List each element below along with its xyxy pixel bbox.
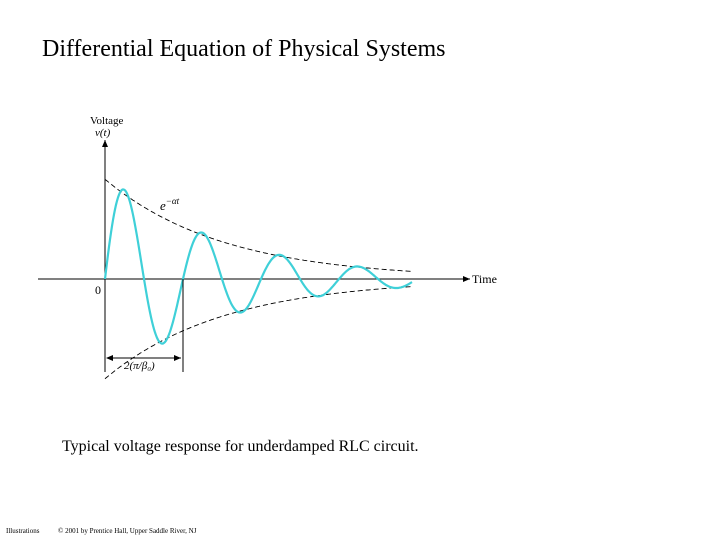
- footer-left: Illustrations: [6, 527, 40, 535]
- y-axis-label: Voltage: [90, 115, 124, 127]
- voltage-waveform: [103, 188, 413, 345]
- envelope-exponent: −αt: [166, 196, 180, 206]
- origin-label: 0: [95, 283, 101, 297]
- period-label: 2(π/β₀): [124, 360, 155, 372]
- envelope-upper: [104, 178, 412, 272]
- envelope-base: e: [160, 198, 166, 213]
- y-axis-symbol: v(t): [95, 127, 111, 139]
- caption: Typical voltage response for underdamped…: [62, 438, 419, 455]
- envelope-lower: [104, 286, 412, 380]
- envelope-label: e−αt: [160, 196, 180, 213]
- footer-copyright: © 2001 by Prentice Hall, Upper Saddle Ri…: [58, 527, 197, 535]
- title: Differential Equation of Physical System…: [42, 36, 446, 62]
- x-axis-label: Time: [472, 272, 497, 286]
